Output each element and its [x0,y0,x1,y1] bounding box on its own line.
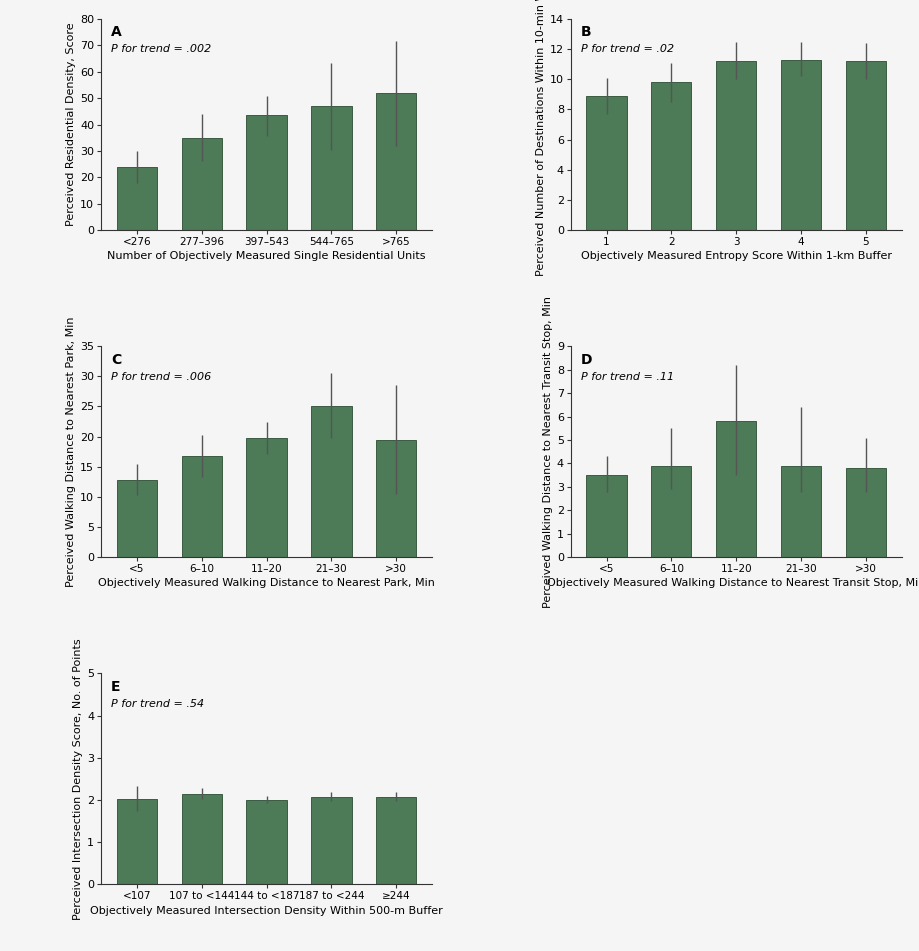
Y-axis label: Perceived Intersection Density Score, No. of Points: Perceived Intersection Density Score, No… [73,638,83,920]
Bar [311,797,351,884]
Bar [311,406,351,557]
X-axis label: Objectively Measured Walking Distance to Nearest Transit Stop, Min: Objectively Measured Walking Distance to… [547,578,919,589]
Bar [585,476,626,557]
Bar [181,456,221,557]
X-axis label: Objectively Measured Intersection Density Within 500-m Buffer: Objectively Measured Intersection Densit… [90,905,442,916]
Bar [117,480,157,557]
Y-axis label: Perceived Residential Density, Score: Perceived Residential Density, Score [66,23,76,226]
Text: E: E [111,680,120,693]
Bar [311,107,351,230]
Bar [715,61,755,230]
Y-axis label: Perceived Walking Distance to Nearest Transit Stop, Min: Perceived Walking Distance to Nearest Tr… [542,296,552,608]
Bar [780,60,821,230]
Text: P for trend = .02: P for trend = .02 [580,45,674,54]
Bar [246,115,287,230]
Text: P for trend = .002: P for trend = .002 [111,45,211,54]
X-axis label: Objectively Measured Entropy Score Within 1-km Buffer: Objectively Measured Entropy Score Withi… [580,251,891,262]
Bar [651,83,691,230]
Bar [181,794,221,884]
Bar [376,797,416,884]
Y-axis label: Perceived Number of Destinations Within 10-min Walk: Perceived Number of Destinations Within … [535,0,545,276]
Bar [845,61,885,230]
Bar [585,96,626,230]
Text: D: D [580,353,592,366]
Bar [246,437,287,557]
Y-axis label: Perceived Walking Distance to Nearest Park, Min: Perceived Walking Distance to Nearest Pa… [66,317,76,587]
Bar [376,439,416,557]
Text: C: C [111,353,121,366]
Bar [181,138,221,230]
Bar [651,466,691,557]
Text: P for trend = .11: P for trend = .11 [580,372,674,381]
Bar [117,799,157,884]
Text: P for trend = .54: P for trend = .54 [111,699,204,708]
Text: A: A [111,26,121,39]
Bar [845,468,885,557]
Bar [246,800,287,884]
Text: P for trend = .006: P for trend = .006 [111,372,211,381]
Bar [715,421,755,557]
Text: B: B [580,26,591,39]
Bar [117,166,157,230]
X-axis label: Number of Objectively Measured Single Residential Units: Number of Objectively Measured Single Re… [108,251,425,262]
Bar [780,466,821,557]
X-axis label: Objectively Measured Walking Distance to Nearest Park, Min: Objectively Measured Walking Distance to… [98,578,435,589]
Bar [376,93,416,230]
